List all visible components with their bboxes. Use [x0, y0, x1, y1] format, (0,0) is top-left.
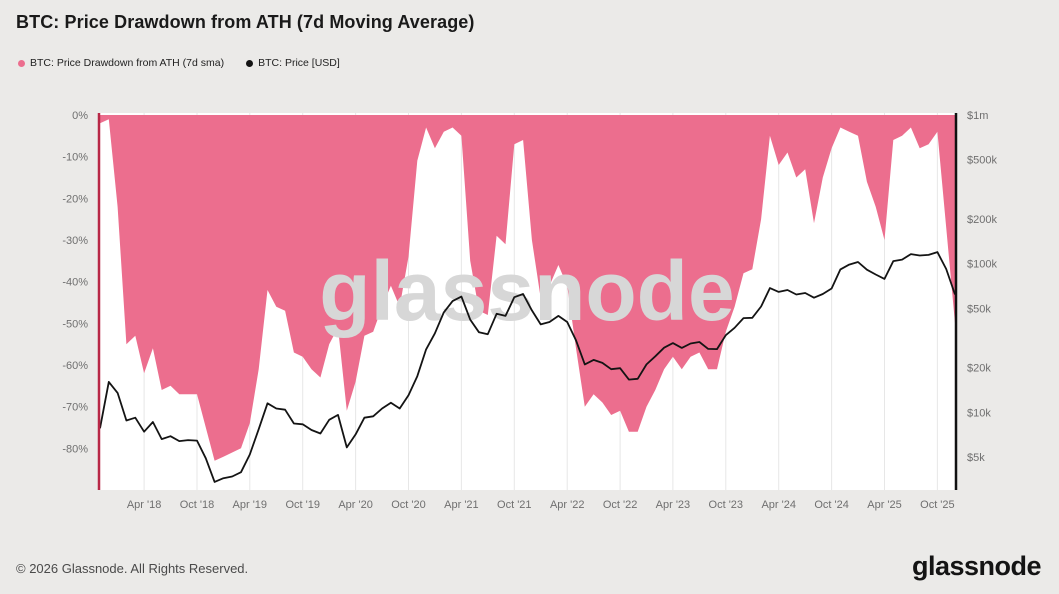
x-axis-tick-label: Oct '25	[920, 499, 955, 511]
right-axis-tick-label: $1m	[967, 110, 988, 122]
right-axis-tick-label: $500k	[967, 155, 997, 167]
x-axis-tick-label: Oct '24	[814, 499, 849, 511]
left-axis-tick-label: -10%	[62, 152, 88, 164]
x-axis-tick-label: Apr '21	[444, 499, 479, 511]
right-axis-tick-label: $10k	[967, 407, 991, 419]
legend-swatch-drawdown-icon	[18, 59, 25, 67]
left-axis-tick-label: -20%	[62, 193, 88, 205]
drawdown-area-series	[100, 115, 955, 461]
copyright-text: © 2026 Glassnode. All Rights Reserved.	[16, 561, 249, 576]
chart-title: BTC: Price Drawdown from ATH (7d Moving …	[16, 12, 475, 32]
x-axis-tick-label: Apr '23	[656, 499, 691, 511]
x-axis-tick-label: Oct '21	[497, 499, 532, 511]
left-axis-tick-label: 0%	[72, 110, 88, 122]
left-axis-tick-label: -70%	[62, 402, 88, 414]
x-axis-tick-label: Apr '25	[867, 499, 902, 511]
x-axis-tick-label: Apr '18	[127, 499, 162, 511]
legend-item-price[interactable]: BTC: Price [USD]	[246, 57, 340, 69]
right-axis-tick-label: $200k	[967, 214, 997, 226]
left-axis-tick-label: -30%	[62, 235, 88, 247]
left-axis-tick-label: -80%	[62, 443, 88, 455]
left-axis-tick-label: -60%	[62, 360, 88, 372]
x-axis-tick-label: Apr '19	[233, 499, 268, 511]
legend-label-drawdown: BTC: Price Drawdown from ATH (7d sma)	[30, 57, 225, 69]
price-line-series	[99, 251, 956, 483]
x-axis-tick-label: Oct '22	[603, 499, 638, 511]
right-axis-tick-label: $20k	[967, 363, 991, 375]
left-axis-tick-label: -40%	[62, 277, 88, 289]
legend-label-price: BTC: Price [USD]	[258, 57, 340, 69]
glassnode-watermark-text: glassnode	[319, 244, 734, 338]
x-axis-tick-label: Oct '19	[285, 499, 320, 511]
right-axis-tick-label: $100k	[967, 259, 997, 271]
legend-item-drawdown[interactable]: BTC: Price Drawdown from ATH (7d sma)	[18, 57, 224, 69]
right-axis-tick-label: $5k	[967, 452, 985, 464]
x-axis-tick-label: Apr '20	[338, 499, 373, 511]
glassnode-logo: glassnode	[911, 551, 1042, 581]
right-axis-tick-label: $50k	[967, 303, 991, 315]
x-axis-tick-label: Apr '22	[550, 499, 585, 511]
x-axis-tick-label: Oct '20	[391, 499, 426, 511]
legend-swatch-price-icon	[246, 59, 254, 67]
left-axis-tick-label: -50%	[62, 318, 88, 330]
chart-legend: BTC: Price Drawdown from ATH (7d sma) BT…	[18, 57, 340, 69]
x-axis-tick-label: Oct '18	[180, 499, 215, 511]
x-axis-tick-label: Oct '23	[709, 499, 744, 511]
x-axis-tick-label: Apr '24	[761, 499, 796, 511]
